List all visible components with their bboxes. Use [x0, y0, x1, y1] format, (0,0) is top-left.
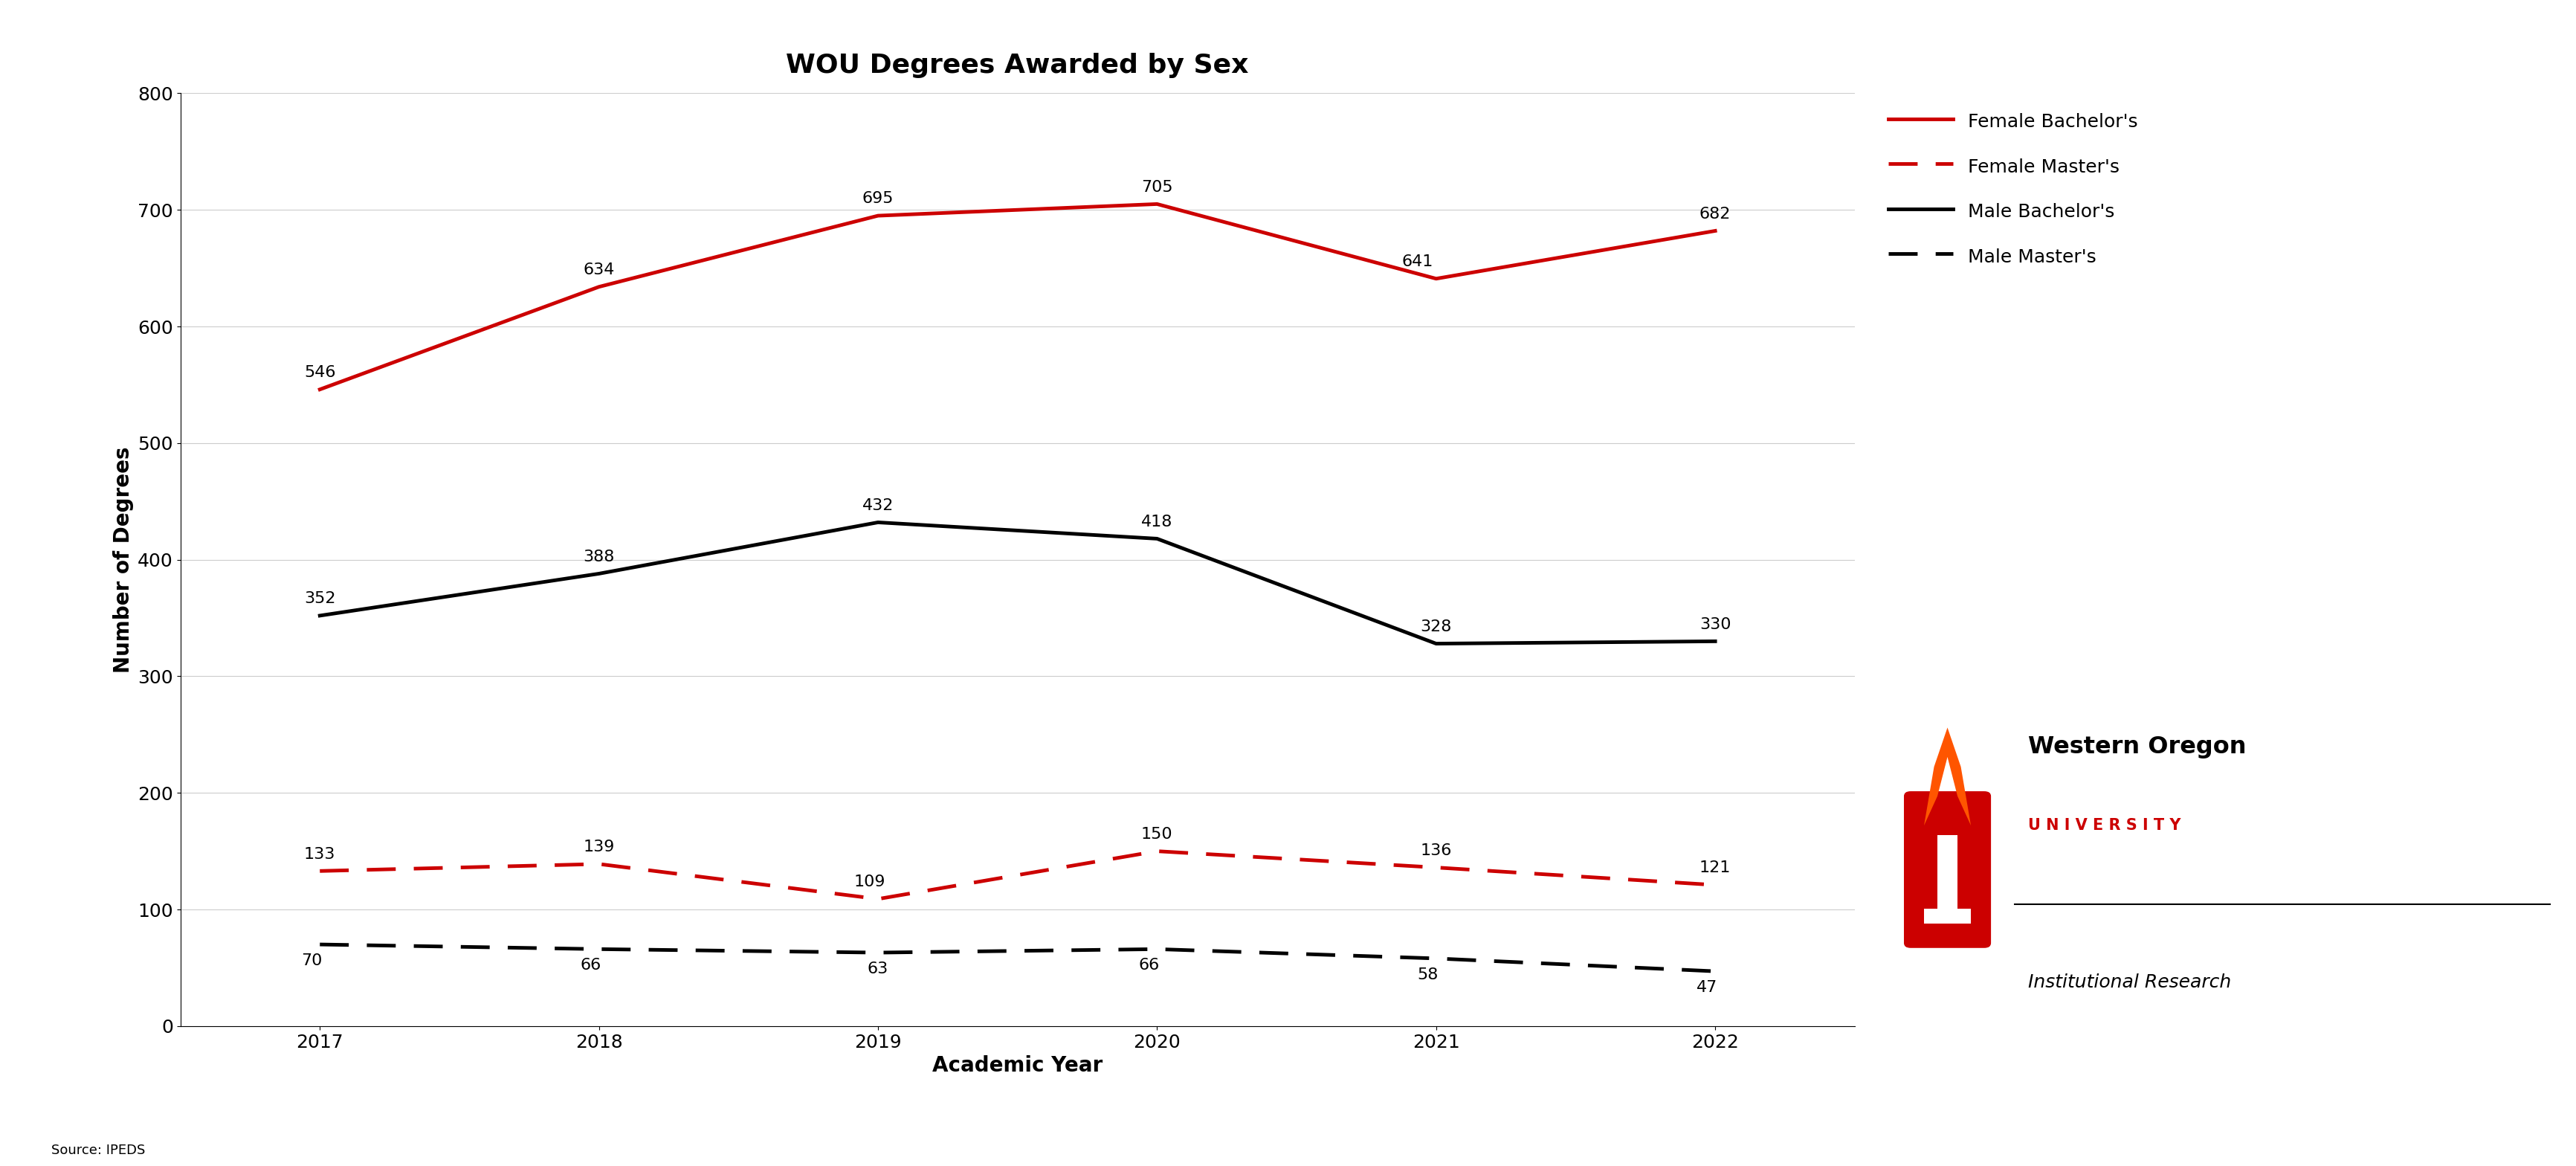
Polygon shape [1924, 728, 1971, 826]
Text: 432: 432 [863, 498, 894, 513]
Text: 70: 70 [301, 954, 322, 968]
Text: 121: 121 [1700, 861, 1731, 876]
FancyBboxPatch shape [1904, 792, 1991, 948]
Text: 634: 634 [582, 262, 616, 278]
Title: WOU Degrees Awarded by Sex: WOU Degrees Awarded by Sex [786, 52, 1249, 78]
Text: Western Oregon: Western Oregon [2027, 736, 2246, 759]
Text: 47: 47 [1698, 981, 1718, 995]
Text: 641: 641 [1401, 254, 1432, 269]
Text: 58: 58 [1417, 968, 1437, 982]
Text: 682: 682 [1700, 206, 1731, 222]
Text: U N I V E R S I T Y: U N I V E R S I T Y [2027, 819, 2182, 833]
Text: 63: 63 [868, 962, 889, 976]
Text: 546: 546 [304, 365, 335, 380]
Text: 133: 133 [304, 847, 335, 862]
Text: 139: 139 [582, 840, 616, 855]
Text: 352: 352 [304, 591, 335, 606]
Text: 66: 66 [1139, 958, 1159, 972]
Text: 705: 705 [1141, 180, 1172, 195]
Text: Source: IPEDS: Source: IPEDS [52, 1144, 144, 1158]
Text: Institutional Research: Institutional Research [2027, 974, 2231, 991]
Text: 150: 150 [1141, 827, 1172, 842]
Text: 388: 388 [582, 549, 616, 564]
FancyBboxPatch shape [1937, 835, 1958, 923]
Text: 418: 418 [1141, 514, 1172, 529]
Text: 136: 136 [1419, 843, 1453, 858]
Text: 330: 330 [1700, 617, 1731, 632]
Legend: Female Bachelor's, Female Master's, Male Bachelor's, Male Master's: Female Bachelor's, Female Master's, Male… [1880, 103, 2146, 275]
Text: 109: 109 [853, 874, 886, 890]
Text: 695: 695 [863, 191, 894, 206]
Text: 66: 66 [580, 958, 600, 972]
Text: 328: 328 [1419, 619, 1453, 634]
Y-axis label: Number of Degrees: Number of Degrees [113, 447, 134, 673]
FancyBboxPatch shape [1924, 908, 1971, 923]
X-axis label: Academic Year: Academic Year [933, 1055, 1103, 1076]
